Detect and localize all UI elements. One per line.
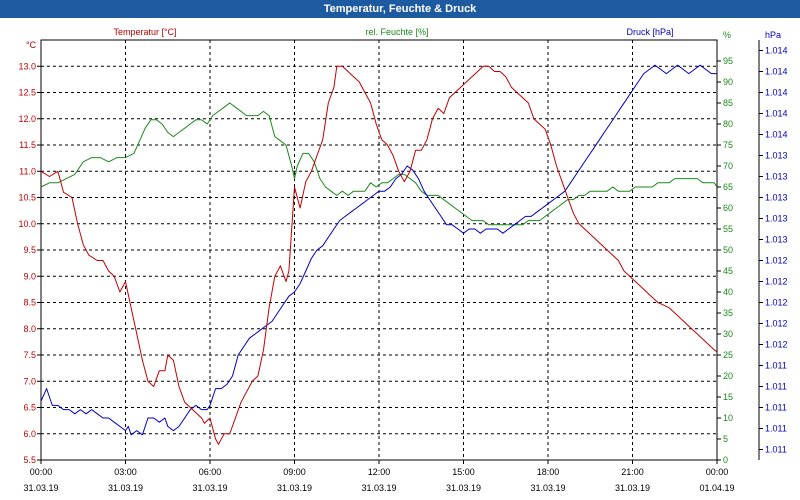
date-tick-label: 31.03.19 xyxy=(192,483,227,493)
time-tick-label: 15:00 xyxy=(452,467,475,477)
pressure-tick-label: 1.014 xyxy=(765,46,788,56)
series-labels: Temperatur [°C] rel. Feuchte [%] Druck [hP… xyxy=(113,27,673,37)
temperature-tick-label: 9.0 xyxy=(23,271,36,281)
pressure-tick-label: 1.012 xyxy=(765,298,788,308)
pressure-tick-label: 1.013 xyxy=(765,193,788,203)
pressure-tick-label: 1.013 xyxy=(765,172,788,182)
date-tick-label: 01.04.19 xyxy=(699,483,734,493)
humidity-tick-label: 30 xyxy=(723,329,733,339)
time-tick-label: 18:00 xyxy=(537,467,560,477)
pressure-tick-label: 1.011 xyxy=(765,361,787,371)
humidity-tick-label: 50 xyxy=(723,245,733,255)
temperature-tick-label: 10.0 xyxy=(18,219,36,229)
series-layer xyxy=(40,64,718,445)
time-tick-label: 00:00 xyxy=(30,467,53,477)
date-tick-label: 31.03.19 xyxy=(446,483,481,493)
humidity-tick-label: 20 xyxy=(723,371,733,381)
temperature-tick-label: 10.5 xyxy=(18,193,36,203)
humidity-tick-label: 25 xyxy=(723,350,733,360)
time-tick-label: 00:00 xyxy=(706,467,729,477)
temperature-tick-label: 8.0 xyxy=(23,324,36,334)
temperature-tick-label: 7.5 xyxy=(23,350,36,360)
humidity-tick-label: 45 xyxy=(723,266,733,276)
pressure-series-label: Druck [hPa] xyxy=(626,27,673,37)
time-tick-label: 06:00 xyxy=(199,467,222,477)
humidity-tick-label: 5 xyxy=(723,434,728,444)
humidity-tick-label: 95 xyxy=(723,56,733,66)
pressure-series-line xyxy=(40,64,717,436)
date-tick-label: 31.03.19 xyxy=(530,483,565,493)
humidity-tick-label: 0 xyxy=(723,455,728,465)
pressure-tick-label: 1.012 xyxy=(765,277,788,287)
temperature-tick-label: 11.0 xyxy=(19,166,36,176)
temperature-tick-label: 13.0 xyxy=(18,61,36,71)
humidity-series-line xyxy=(40,102,718,226)
date-tick-label: 31.03.19 xyxy=(23,483,58,493)
temperature-axis: 5.5 6.0 6.5 7.0 7.5 8.0 8.5 9.0 9.5 10.0 10.5 11.0 1… xyxy=(18,40,41,465)
humidity-series-label: rel. Feuchte [%] xyxy=(365,27,428,37)
temperature-tick-label: 12.0 xyxy=(18,114,36,124)
pressure-axis: 1.011 1.011 1.011 1.011 1.011 1.012 1.012 1.012… xyxy=(758,30,788,460)
pressure-tick-label: 1.014 xyxy=(765,88,788,98)
humidity-tick-label: 80 xyxy=(723,119,733,129)
humidity-tick-label: 35 xyxy=(723,308,733,318)
temperature-tick-label: 6.0 xyxy=(23,429,36,439)
pressure-tick-label: 1.012 xyxy=(765,319,788,329)
pressure-tick-label: 1.012 xyxy=(765,340,788,350)
pressure-tick-label: 1.013 xyxy=(765,214,788,224)
pressure-unit-label: hPa xyxy=(765,30,781,40)
pressure-tick-label: 1.011 xyxy=(765,445,787,455)
pressure-tick-label: 1.013 xyxy=(765,151,788,161)
date-tick-label: 31.03.19 xyxy=(277,483,312,493)
pressure-tick-label: 1.014 xyxy=(765,130,788,140)
pressure-tick-label: 1.014 xyxy=(765,67,788,77)
temperature-tick-label: 11.5 xyxy=(19,140,36,150)
grid xyxy=(41,40,717,460)
humidity-axis: 0 5 10 15 20 25 30 35 40 45 50 55 60 65 70 75 80 85 90 95% xyxy=(717,30,733,465)
temperature-tick-label: 6.5 xyxy=(23,403,36,413)
temperature-series-label: Temperatur [°C] xyxy=(113,27,176,37)
humidity-tick-label: 85 xyxy=(723,98,733,108)
humidity-tick-label: 40 xyxy=(723,287,733,297)
humidity-unit-label: % xyxy=(723,30,731,40)
pressure-tick-label: 1.011 xyxy=(765,382,787,392)
time-tick-label: 03:00 xyxy=(114,467,137,477)
temperature-tick-label: 5.5 xyxy=(23,455,36,465)
date-tick-label: 31.03.19 xyxy=(615,483,650,493)
pressure-tick-label: 1.012 xyxy=(765,256,788,266)
temperature-tick-label: 12.5 xyxy=(18,88,36,98)
humidity-tick-label: 75 xyxy=(723,140,733,150)
time-tick-label: 12:00 xyxy=(368,467,391,477)
date-tick-label: 31.03.19 xyxy=(108,483,143,493)
pressure-tick-label: 1.014 xyxy=(765,109,788,119)
date-tick-label: 31.03.19 xyxy=(361,483,396,493)
temperature-unit-label: °C xyxy=(26,40,37,50)
temperature-tick-label: 7.0 xyxy=(23,376,36,386)
pressure-tick-label: 1.011 xyxy=(765,424,787,434)
temperature-tick-label: 9.5 xyxy=(23,245,36,255)
humidity-tick-label: 60 xyxy=(723,203,733,213)
pressure-tick-label: 1.011 xyxy=(765,403,787,413)
humidity-tick-label: 55 xyxy=(723,224,733,234)
humidity-tick-label: 10 xyxy=(723,413,733,423)
time-axis: 00:00 31.03.19 03:00 31.03.19 06:00 31.03.19 0… xyxy=(23,460,735,493)
humidity-tick-label: 15 xyxy=(723,392,733,402)
window-title: Temperatur, Feuchte & Druck xyxy=(0,0,800,18)
humidity-tick-label: 65 xyxy=(723,182,733,192)
pressure-tick-label: 1.013 xyxy=(765,235,788,245)
temperature-tick-label: 8.5 xyxy=(23,298,36,308)
humidity-tick-label: 70 xyxy=(723,161,733,171)
humidity-tick-label: 90 xyxy=(723,77,733,87)
time-tick-label: 09:00 xyxy=(283,467,306,477)
time-tick-label: 21:00 xyxy=(621,467,644,477)
line-chart: 5.5 6.0 6.5 7.0 7.5 8.0 8.5 9.0 9.5 10.0 10.5 11.0 1… xyxy=(18,27,788,493)
temperature-series-line xyxy=(40,65,718,445)
